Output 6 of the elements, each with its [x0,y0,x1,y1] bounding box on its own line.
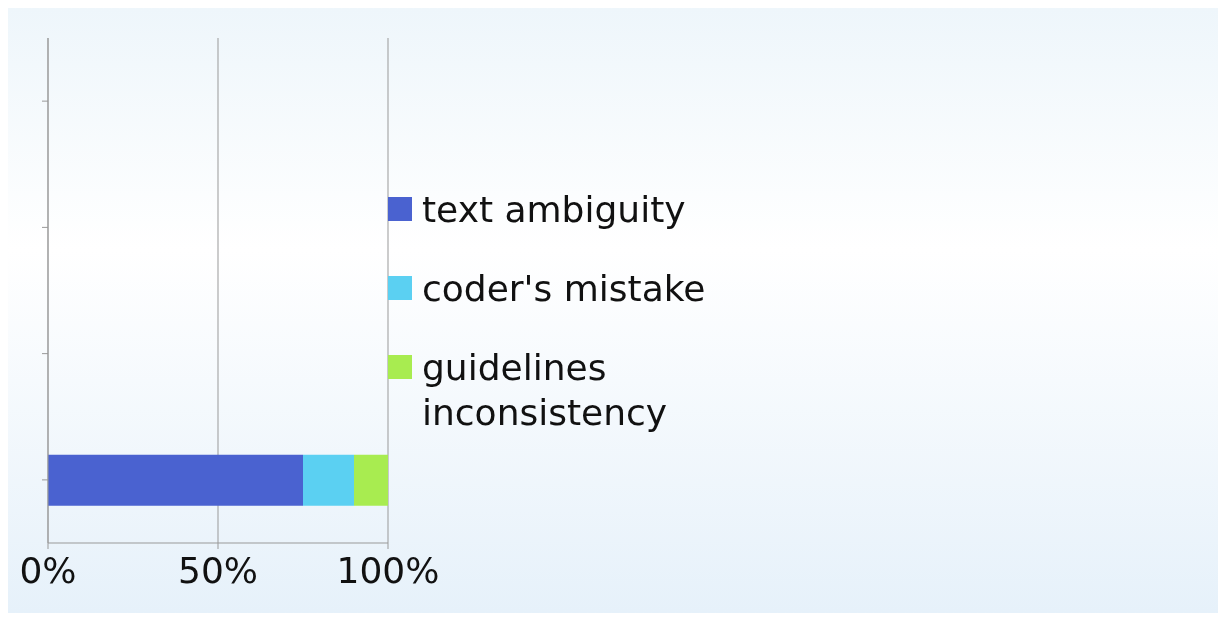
x-tick-label: 0% [19,549,77,591]
legend-label: text ambiguity [422,187,686,232]
x-tick-label: 50% [177,549,259,591]
legend-label: coder's mistake [422,266,706,311]
x-tick-label: 100% [336,549,440,591]
legend-label: guidelines inconsistency [422,345,669,435]
